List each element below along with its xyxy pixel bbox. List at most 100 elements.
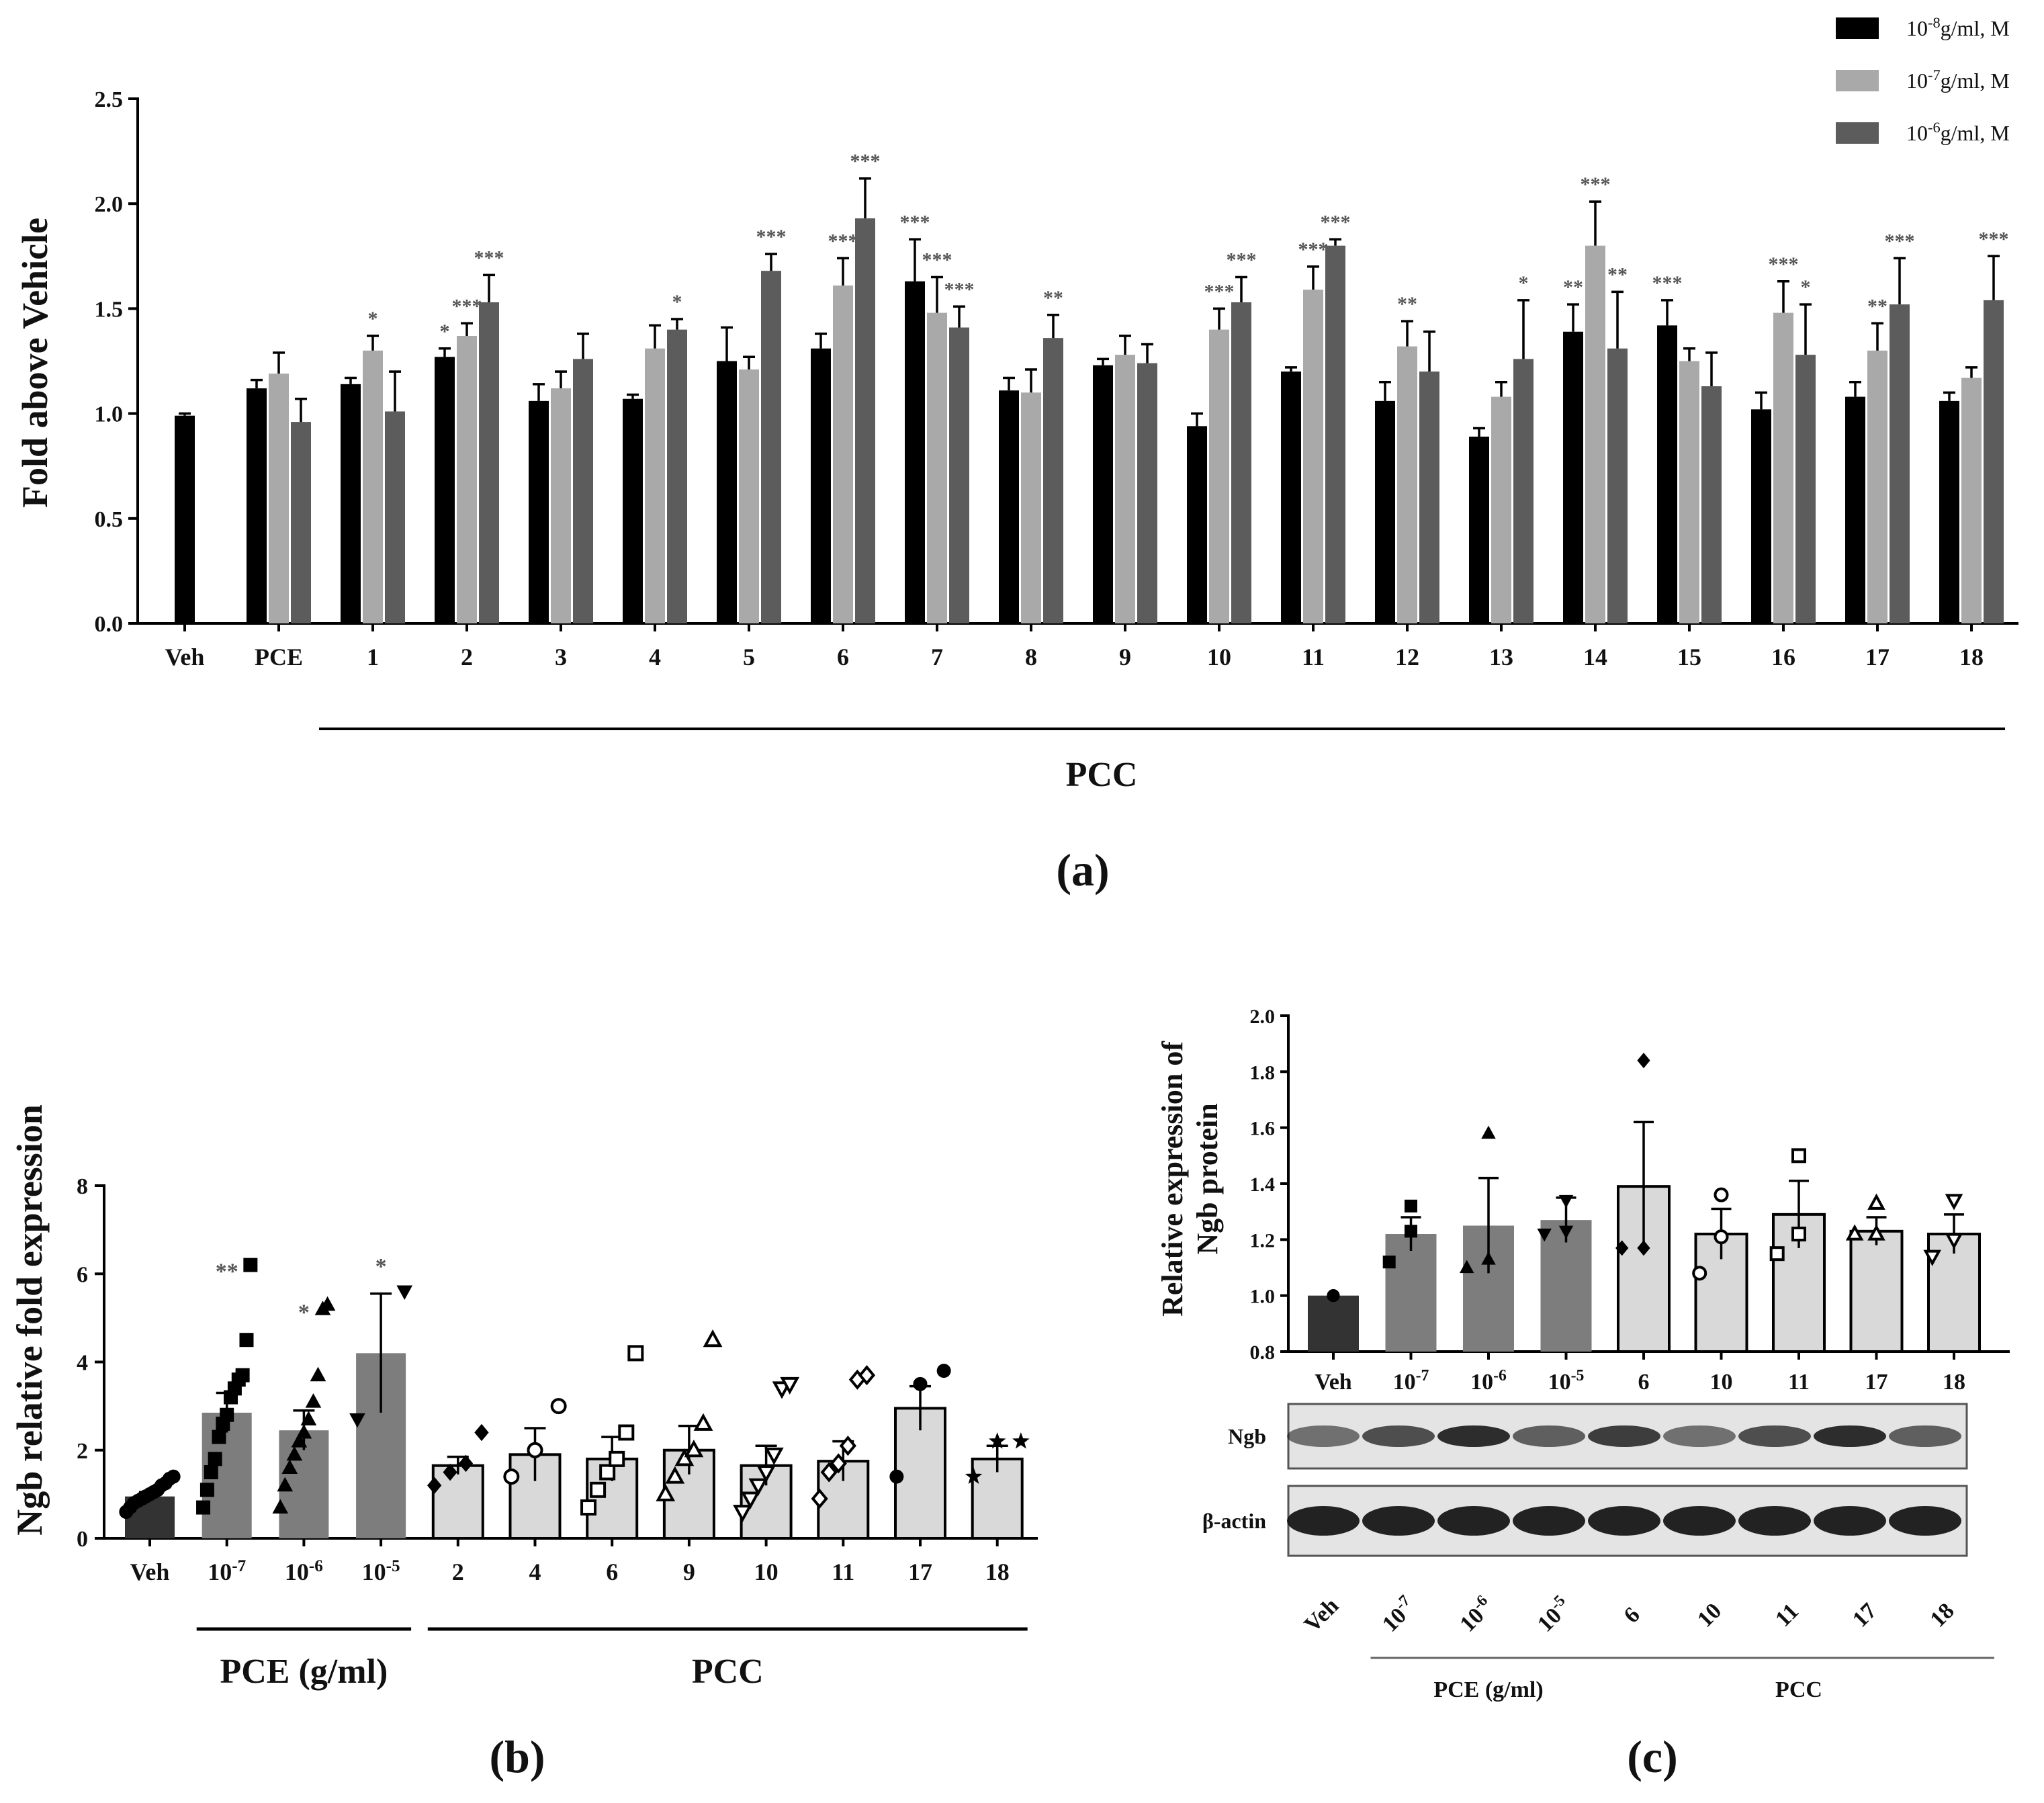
panel-a-significance-label: ** bbox=[1563, 276, 1583, 298]
panel-b-data-point bbox=[665, 1466, 685, 1484]
panel-a-significance-label: *** bbox=[900, 211, 930, 233]
panel-a-bar bbox=[833, 285, 853, 623]
panel-b-x-tick-label-base: 6 bbox=[606, 1558, 618, 1585]
panel-b-y-tick-label: 6 bbox=[77, 1262, 88, 1287]
panel-a-bar bbox=[905, 281, 925, 623]
panel-b-data-point bbox=[204, 1465, 218, 1480]
panel-a-significance-label: *** bbox=[1204, 280, 1235, 302]
panel-b-x-tick-label-base: 9 bbox=[683, 1558, 695, 1585]
panel-b-x-tick-label: 4 bbox=[529, 1558, 541, 1585]
panel-a-bar bbox=[1325, 245, 1345, 623]
panel-a-bar bbox=[435, 357, 455, 623]
panel-b-data-point bbox=[913, 1376, 928, 1391]
panel-c-data-point bbox=[1405, 1199, 1417, 1213]
panel-a-x-tick-label: 18 bbox=[1959, 644, 1984, 670]
panel-b-data-point bbox=[965, 1467, 983, 1485]
blot-lane-label-base: 11 bbox=[1771, 1599, 1804, 1632]
panel-a-bar bbox=[573, 359, 593, 623]
panel-b-data-point bbox=[235, 1368, 250, 1382]
panel-b-data-point bbox=[858, 1365, 876, 1386]
panel-b-data-point bbox=[239, 1333, 254, 1348]
legend-base: 10 bbox=[1906, 121, 1928, 145]
blot-lane-label-base: 10 bbox=[1693, 1598, 1726, 1632]
blot-band bbox=[1814, 1425, 1886, 1447]
panel-a-significance-label: ** bbox=[1867, 295, 1887, 317]
panel-b-bar bbox=[431, 1464, 484, 1540]
blot-lane-label: 10-7 bbox=[1376, 1592, 1421, 1637]
panel-a-chart: Fold above Vehicle 10-8g/ml, M10-7g/ml, … bbox=[15, 14, 2018, 895]
panel-a-bar bbox=[385, 411, 405, 623]
panel-c-group-label: PCE (g/ml) bbox=[1433, 1677, 1543, 1702]
panel-b-data-point bbox=[291, 1433, 308, 1448]
panel-c-data-point bbox=[1481, 1251, 1496, 1265]
panel-a-bar bbox=[1795, 355, 1816, 623]
panel-a-bar bbox=[1939, 400, 1959, 623]
blot-row-label: Ngb bbox=[1228, 1424, 1266, 1448]
panel-a-bar bbox=[1607, 348, 1628, 623]
panel-a-bar bbox=[1585, 245, 1605, 623]
panel-a-bar bbox=[1137, 363, 1157, 623]
panel-a-bar bbox=[1890, 304, 1910, 623]
panel-a-significance-label: *** bbox=[756, 226, 787, 248]
panel-b-data-point bbox=[988, 1432, 1006, 1449]
blot-band bbox=[1588, 1425, 1660, 1447]
panel-a-significance-label: *** bbox=[452, 295, 482, 317]
panel-a-bar bbox=[551, 388, 571, 623]
panel-a-significance-label: ** bbox=[1043, 287, 1063, 309]
panel-b-data-point bbox=[550, 1398, 567, 1415]
panel-a-significance-label: *** bbox=[1769, 253, 1799, 275]
panel-a-y-tick-label: 2.5 bbox=[95, 87, 124, 112]
panel-a-bar bbox=[1397, 346, 1417, 623]
panel-a-bar bbox=[667, 329, 687, 623]
panel-a-y-tick-label: 1.0 bbox=[95, 402, 124, 427]
panel-c-y-axis-label-line-1: Relative expression of bbox=[1156, 1041, 1189, 1317]
panel-c-bar bbox=[1849, 1229, 1904, 1354]
legend-exponent: -6 bbox=[1928, 119, 1941, 136]
panel-b-group-label: PCC bbox=[692, 1653, 764, 1691]
panel-b-data-point bbox=[196, 1500, 211, 1515]
panel-b-data-point bbox=[684, 1440, 704, 1458]
panel-b-chart: Ngb relative fold expression (b) 0 2 4 6 8 Ve… bbox=[9, 1104, 1038, 1782]
panel-a-legend-swatch bbox=[1836, 17, 1879, 39]
panel-b-x-tick-label: 9 bbox=[683, 1558, 695, 1585]
panel-c-data-point bbox=[1382, 1256, 1396, 1269]
panel-a-significance-label: ** bbox=[1397, 293, 1417, 315]
panel-a-bar bbox=[363, 350, 383, 623]
panel-b-x-tick-label-base: 17 bbox=[908, 1558, 932, 1585]
panel-b-data-point bbox=[748, 1478, 768, 1496]
blot-band bbox=[1287, 1506, 1360, 1536]
panel-a-bar bbox=[1961, 378, 1982, 623]
panel-a-significance-label: *** bbox=[922, 249, 952, 271]
panel-b-x-tick-label-exponent: -6 bbox=[309, 1557, 323, 1575]
panel-c-data-point bbox=[1558, 1194, 1574, 1208]
panel-c-x-tick-label: 10-5 bbox=[1548, 1367, 1585, 1395]
blot-band bbox=[1362, 1506, 1435, 1536]
blot-lane-label-base: 6 bbox=[1619, 1602, 1644, 1628]
panel-c-x-tick-label: Veh bbox=[1315, 1370, 1352, 1395]
panel-c-chart: Relative expression of Ngb protein Ngb β-… bbox=[1156, 1006, 2010, 1782]
panel-a-bar bbox=[717, 361, 737, 623]
panel-a-significance-label: *** bbox=[1652, 272, 1683, 294]
panel-a-bar bbox=[1043, 338, 1063, 623]
panel-a-x-tick-label: 8 bbox=[1025, 644, 1037, 670]
panel-c-x-tick-label: 10-7 bbox=[1393, 1367, 1429, 1395]
panel-a-significance-label: *** bbox=[1321, 211, 1351, 233]
panel-a-y-tick-label: 0.0 bbox=[95, 612, 124, 637]
panel-a-bar bbox=[529, 400, 549, 623]
panel-a-bar bbox=[739, 369, 759, 623]
panel-a-bar bbox=[623, 398, 643, 623]
blot-lane-label: 10 bbox=[1693, 1598, 1726, 1632]
panel-b-data-point bbox=[811, 1488, 828, 1509]
panel-a-bar bbox=[1021, 392, 1041, 623]
panel-b-data-point bbox=[764, 1447, 784, 1465]
legend-base: 10 bbox=[1906, 16, 1928, 40]
panel-b-data-point bbox=[590, 1481, 607, 1498]
panel-c-x-tick-label: 6 bbox=[1638, 1370, 1650, 1395]
blot-band bbox=[1889, 1506, 1961, 1536]
panel-c-data-point bbox=[1615, 1240, 1629, 1256]
panel-a-bar bbox=[645, 348, 665, 623]
panel-b-data-point bbox=[458, 1454, 474, 1472]
panel-c-y-tick-label: 0.8 bbox=[1250, 1342, 1276, 1364]
panel-a-group-label-pcc: PCC bbox=[1066, 756, 1138, 794]
panel-c-data-point bbox=[1481, 1125, 1496, 1139]
